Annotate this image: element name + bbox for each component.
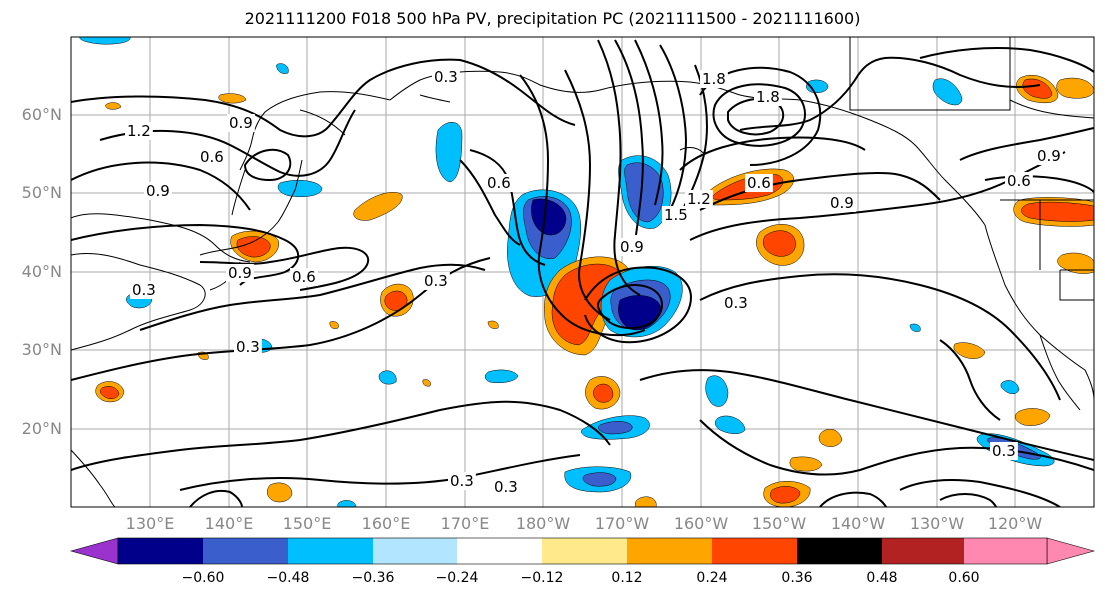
contour-label-14: 0.9	[228, 264, 252, 282]
lon-label: 180°W	[515, 514, 571, 533]
contour-label-6: 0.3	[724, 294, 748, 312]
lat-label-40n: 40°N	[21, 262, 62, 281]
colorbar-bin	[288, 538, 373, 564]
contour-label-11: 0.6	[1007, 172, 1031, 190]
contour-label-23: 1.8	[756, 88, 780, 106]
colorbar-bin	[118, 538, 203, 564]
colorbar-tick-label: 0.36	[781, 570, 813, 586]
lon-label: 140°E	[204, 514, 254, 533]
contour-label-19: 1.2	[127, 122, 151, 140]
contour-label-9: 0.6	[487, 174, 511, 192]
colorbar-tick-label: −0.24	[435, 570, 479, 586]
lon-label: 150°W	[751, 514, 807, 533]
colorbar-tick-label: −0.60	[181, 570, 225, 586]
contour-label-18: 0.9	[229, 114, 253, 132]
colorbar-extend-high	[1046, 537, 1096, 565]
colorbar-tick-label: −0.36	[351, 570, 395, 586]
map-title: 2021111200 F018 500 hPa PV, precipitatio…	[244, 9, 861, 28]
colorbar-tick-label: 0.24	[696, 570, 728, 586]
contour-label-21: 1.5	[664, 206, 688, 224]
pv-contours	[71, 39, 1094, 507]
contour-label-13: 0.9	[146, 182, 170, 200]
lon-label: 170°E	[440, 514, 490, 533]
contour-label-12: 0.6	[200, 148, 224, 166]
contour-label-7: 0.3	[992, 442, 1016, 460]
contour-label-17: 0.9	[620, 238, 644, 256]
colorbar-bin	[457, 538, 542, 564]
lat-label-30n: 30°N	[21, 340, 62, 359]
contour-label-0: 0.3	[434, 68, 458, 86]
colorbar-bin	[542, 538, 627, 564]
colorbar-bin	[712, 538, 797, 564]
colorbar-tick-label: 0.12	[611, 570, 643, 586]
colorbar-bin	[797, 538, 882, 564]
map-frame	[70, 36, 1095, 508]
lon-label: 160°E	[361, 514, 411, 533]
colorbar-bin	[964, 538, 1047, 564]
lat-label-60n: 60°N	[21, 105, 62, 124]
lon-label: 170°W	[594, 514, 650, 533]
colorbar-bin	[882, 538, 964, 564]
contour-label-3: 0.3	[132, 281, 156, 299]
contour-label-8: 0.6	[292, 268, 316, 286]
contour-label-20: 1.2	[687, 190, 711, 208]
colorbar-extend-low	[69, 537, 119, 565]
colorbar-bin	[203, 538, 288, 564]
colorbar-bin	[627, 538, 712, 564]
contour-label-2: 0.3	[236, 338, 260, 356]
contour-labels: 0.3 0.3 0.3 0.3 0.3 0.3 0.3 0.3 0.6 0.6 …	[125, 68, 1063, 496]
colorbar-bin	[373, 538, 457, 564]
colorbar	[69, 537, 1096, 565]
colorbar-tick-label: 0.48	[866, 570, 898, 586]
lat-label-20n: 20°N	[21, 419, 62, 438]
contour-label-5: 0.3	[494, 478, 518, 496]
contour-label-22: 1.8	[702, 70, 726, 88]
lon-label: 130°W	[909, 514, 965, 533]
lon-label: 150°E	[282, 514, 332, 533]
contour-label-16: 0.9	[1037, 147, 1061, 165]
colorbar-tick-label: −0.12	[520, 570, 564, 586]
lon-label: 130°E	[125, 514, 175, 533]
contour-label-10: 0.6	[747, 174, 771, 192]
contour-label-15: 0.9	[830, 194, 854, 212]
lon-label: 120°W	[987, 514, 1043, 533]
lon-label: 140°W	[830, 514, 886, 533]
contour-label-4: 0.3	[450, 472, 474, 490]
colorbar-outline	[117, 537, 1048, 565]
colorbar-tick-label: 0.60	[948, 570, 980, 586]
contour-label-1: 0.3	[424, 272, 448, 290]
lon-label: 160°W	[673, 514, 729, 533]
lat-label-50n: 50°N	[21, 183, 62, 202]
colorbar-tick-label: −0.48	[266, 570, 310, 586]
